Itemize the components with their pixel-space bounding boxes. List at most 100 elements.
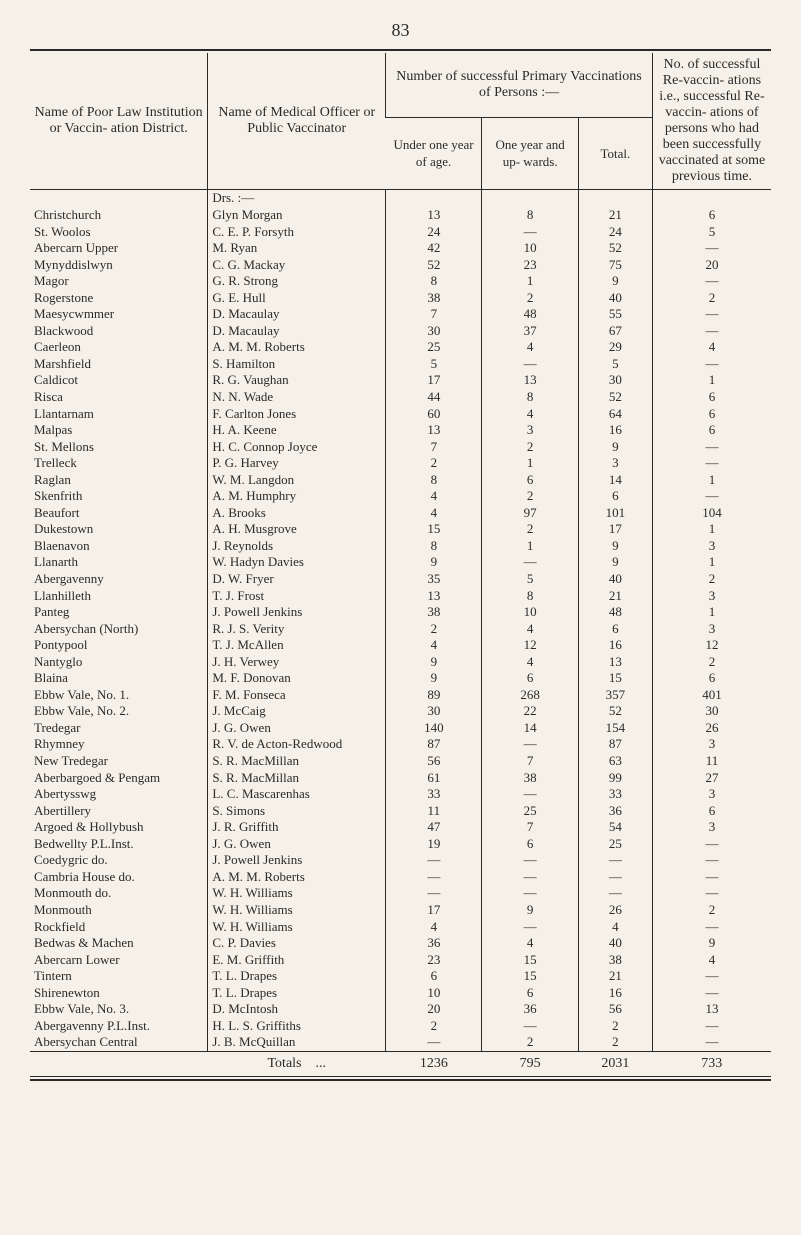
- oneyear-cell: —: [482, 919, 578, 936]
- institution-cell: Trelleck: [30, 455, 208, 472]
- under-cell: 8: [386, 538, 482, 555]
- oneyear-cell: 4: [482, 339, 578, 356]
- institution-cell: Argoed & Hollybush: [30, 819, 208, 836]
- officer-cell: H. L. S. Griffiths: [208, 1018, 386, 1035]
- institution-cell: Bedwas & Machen: [30, 935, 208, 952]
- total-cell: 30: [578, 372, 652, 389]
- oneyear-cell: 1: [482, 455, 578, 472]
- table-row: AbergavennyD. W. Fryer355402: [30, 571, 771, 588]
- table-row: St. WoolosC. E. P. Forsyth24—245: [30, 224, 771, 241]
- revacc-cell: —: [652, 1018, 771, 1035]
- officer-cell: G. R. Strong: [208, 273, 386, 290]
- total-cell: 52: [578, 389, 652, 406]
- revacc-cell: 4: [652, 339, 771, 356]
- institution-cell: Magor: [30, 273, 208, 290]
- under-cell: —: [386, 869, 482, 886]
- under-cell: 2: [386, 1018, 482, 1035]
- total-cell: 6: [578, 488, 652, 505]
- total-cell: 4: [578, 919, 652, 936]
- under-cell: 13: [386, 422, 482, 439]
- oneyear-cell: —: [482, 852, 578, 869]
- revacc-cell: 2: [652, 902, 771, 919]
- total-cell: 33: [578, 786, 652, 803]
- revacc-cell: 3: [652, 736, 771, 753]
- under-cell: 56: [386, 753, 482, 770]
- oneyear-cell: 4: [482, 935, 578, 952]
- total-cell: 2: [578, 1018, 652, 1035]
- institution-cell: Dukestown: [30, 521, 208, 538]
- table-row: TinternT. L. Drapes61521—: [30, 968, 771, 985]
- oneyear-cell: 6: [482, 670, 578, 687]
- under-cell: —: [386, 852, 482, 869]
- revacc-cell: 6: [652, 406, 771, 423]
- oneyear-cell: —: [482, 1018, 578, 1035]
- revacc-cell: 3: [652, 786, 771, 803]
- total-cell: 36: [578, 803, 652, 820]
- oneyear-cell: 13: [482, 372, 578, 389]
- total-cell: 16: [578, 985, 652, 1002]
- officer-cell: P. G. Harvey: [208, 455, 386, 472]
- officer-cell: E. M. Griffith: [208, 952, 386, 969]
- revacc-cell: 3: [652, 588, 771, 605]
- oneyear-cell: —: [482, 869, 578, 886]
- under-cell: 61: [386, 770, 482, 787]
- revacc-cell: 6: [652, 803, 771, 820]
- header-group: Number of successful Primary Vaccination…: [386, 53, 653, 118]
- oneyear-cell: 9: [482, 902, 578, 919]
- under-cell: 7: [386, 439, 482, 456]
- officer-cell: S. R. MacMillan: [208, 753, 386, 770]
- under-cell: 36: [386, 935, 482, 952]
- under-cell: 52: [386, 257, 482, 274]
- bottom-rule: [30, 1079, 771, 1081]
- revacc-cell: —: [652, 273, 771, 290]
- total-cell: —: [578, 885, 652, 902]
- revacc-cell: —: [652, 919, 771, 936]
- revacc-cell: 13: [652, 1001, 771, 1018]
- totals-row: Totals ... 1236 795 2031 733: [30, 1051, 771, 1076]
- officer-cell: J. G. Owen: [208, 836, 386, 853]
- total-cell: 29: [578, 339, 652, 356]
- officer-cell: J. R. Griffith: [208, 819, 386, 836]
- revacc-cell: 12: [652, 637, 771, 654]
- oneyear-cell: 36: [482, 1001, 578, 1018]
- revacc-cell: 2: [652, 654, 771, 671]
- institution-cell: Christchurch: [30, 207, 208, 224]
- officer-cell: F. Carlton Jones: [208, 406, 386, 423]
- under-cell: 4: [386, 919, 482, 936]
- revacc-cell: 1: [652, 372, 771, 389]
- revacc-cell: —: [652, 885, 771, 902]
- revacc-cell: —: [652, 836, 771, 853]
- institution-cell: Pontypool: [30, 637, 208, 654]
- header-total: Total.: [578, 117, 652, 189]
- institution-cell: Ebbw Vale, No. 2.: [30, 703, 208, 720]
- oneyear-cell: —: [482, 554, 578, 571]
- total-cell: 17: [578, 521, 652, 538]
- officer-cell: H. C. Connop Joyce: [208, 439, 386, 456]
- under-cell: 4: [386, 505, 482, 522]
- officer-cell: J. G. Owen: [208, 720, 386, 737]
- table-row: Bedwas & MachenC. P. Davies364409: [30, 935, 771, 952]
- oneyear-cell: 38: [482, 770, 578, 787]
- table-row: RockfieldW. H. Williams4—4—: [30, 919, 771, 936]
- revacc-cell: 6: [652, 389, 771, 406]
- officer-cell: A. H. Musgrove: [208, 521, 386, 538]
- table-row: RogerstoneG. E. Hull382402: [30, 290, 771, 307]
- under-cell: 5: [386, 356, 482, 373]
- institution-cell: Marshfield: [30, 356, 208, 373]
- officer-cell: W. M. Langdon: [208, 472, 386, 489]
- officer-cell: C. P. Davies: [208, 935, 386, 952]
- under-cell: 9: [386, 654, 482, 671]
- officer-cell: S. Hamilton: [208, 356, 386, 373]
- institution-cell: Tintern: [30, 968, 208, 985]
- revacc-cell: 1: [652, 472, 771, 489]
- officer-cell: T. L. Drapes: [208, 968, 386, 985]
- under-cell: 89: [386, 687, 482, 704]
- oneyear-cell: 7: [482, 753, 578, 770]
- oneyear-cell: 1: [482, 273, 578, 290]
- under-cell: 42: [386, 240, 482, 257]
- officer-cell: Glyn Morgan: [208, 207, 386, 224]
- total-cell: 24: [578, 224, 652, 241]
- under-cell: 38: [386, 290, 482, 307]
- institution-cell: Coedygric do.: [30, 852, 208, 869]
- under-cell: 20: [386, 1001, 482, 1018]
